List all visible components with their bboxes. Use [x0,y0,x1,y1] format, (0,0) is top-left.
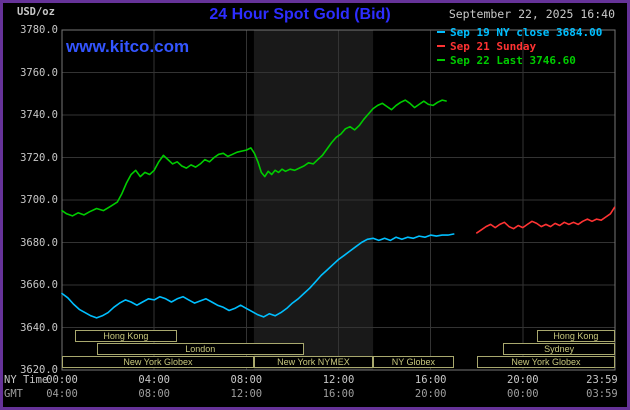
kitco-watermark-link[interactable]: www.kitco.com [66,37,190,56]
ny-time-axis-label: NY Time [4,374,49,386]
plot-area [61,29,616,371]
legend-label: Sep 22 Last 3746.60 [450,53,576,67]
legend-dash-icon [437,59,445,61]
y-axis-units-label: USD/oz [17,6,55,18]
plot-border [61,29,616,371]
series-line-sep22 [61,99,447,217]
series-line-sep19 [61,233,455,319]
legend-item-sep21: Sep 21 Sunday [437,39,602,53]
series-line-sep21 [475,206,616,234]
legend-dash-icon [437,45,445,47]
chart-datetime: September 22, 2025 16:40 [448,7,615,21]
chart-title: 24 Hour Spot Gold (Bid) [209,6,391,23]
legend: Sep 19 NY close 3684.00 Sep 21 Sunday Sep … [437,25,602,67]
legend-item-sep19: Sep 19 NY close 3684.00 [437,25,602,39]
gmt-axis-label: GMT [4,388,23,400]
legend-item-sep22: Sep 22 Last 3746.60 [437,53,602,67]
legend-label: Sep 21 Sunday [450,39,537,53]
legend-label: Sep 19 NY close 3684.00 [450,25,603,39]
legend-dash-icon [437,31,445,33]
